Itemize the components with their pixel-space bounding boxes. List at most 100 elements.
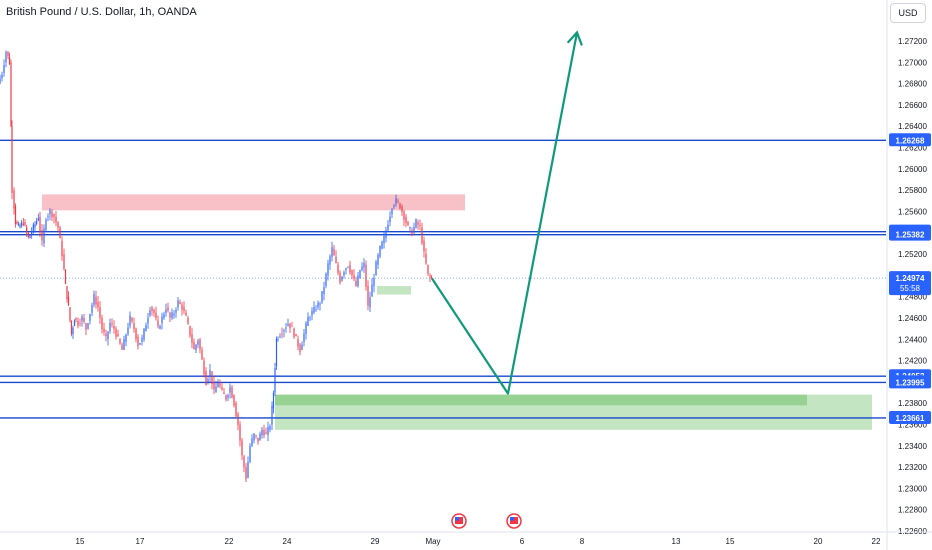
candle-body [401,206,403,213]
candle-body [405,216,407,224]
candle-body [59,227,61,239]
candle-body [369,297,371,308]
candle-body [225,395,227,400]
symbol-title: British Pound / U.S. Dollar, 1h, OANDA [6,6,197,18]
level-price-label-bg [889,410,931,424]
candle-body [347,266,349,268]
candle-body [13,190,15,209]
price-tick-label: 1.26400 [898,122,927,131]
candle-body [241,440,243,456]
candle-body [305,323,307,334]
candle-body [393,205,395,207]
candle-body [357,275,359,286]
candle-body [169,312,171,318]
candle-body [213,381,215,390]
candle-body [187,317,189,324]
time-tick-label: 22 [225,537,234,546]
price-tick-label: 1.25800 [898,186,927,195]
candle-body [37,218,39,221]
price-tick-label: 1.24600 [898,314,927,323]
zones-layer [42,194,872,430]
candle-body [179,301,181,304]
candle-body [355,280,357,286]
candle-body [227,395,229,398]
candle-body [237,413,239,426]
time-tick-label: 22 [872,537,881,546]
candle-body [79,323,81,325]
candle-body [117,333,119,337]
candle-body [34,223,36,228]
time-tick-label: 24 [283,537,292,546]
candle-body [319,303,321,305]
candle-body [93,294,95,305]
candle-body [161,316,163,324]
candle-body [31,231,33,235]
minor-zone [377,286,411,295]
time-tick-label: 13 [672,537,681,546]
price-tick-label: 1.26200 [898,144,927,153]
candle-body [191,333,193,343]
price-tick-label: 1.25200 [898,250,927,259]
candle-body [5,52,7,63]
candle-body [103,328,105,333]
candle-body [381,241,383,249]
price-tick-label: 1.23000 [898,484,927,493]
candle-body [351,270,353,276]
candle-body [3,64,5,73]
candle-body [155,312,157,319]
candle-body [223,392,225,395]
price-tick-label: 1.22800 [898,506,927,515]
currency-button[interactable]: USD [890,3,926,23]
us-flag-event-icon[interactable] [506,513,522,529]
level-price-label-bg [889,375,931,389]
candle-body [231,387,233,398]
candle-body [419,224,421,226]
candle-body [309,317,311,319]
candle-body [373,277,375,286]
candle-body [387,224,389,231]
events-layer [451,513,522,529]
candle-body [407,222,409,226]
price-tick-label: 1.24800 [898,293,927,302]
candle-body [275,338,278,366]
level-price-label: 1.23661 [896,414,925,423]
time-axis: 15 17 22 24 29 May 6 8 13 15 20 22 [0,531,932,546]
candle-body [323,287,325,294]
candle-body [22,223,24,225]
candle-body [203,360,205,375]
candle-body [403,211,405,220]
candle-body [64,270,67,284]
candle-body [239,424,241,441]
candle-body [115,328,117,337]
us-flag-event-icon[interactable] [451,513,467,529]
candle-body [133,323,135,330]
candle-body [363,262,365,268]
candle-body [201,349,203,360]
candle-body [141,337,143,342]
candle-body [137,336,139,347]
candle-body [159,325,161,329]
price-tick-label: 1.23400 [898,442,927,451]
candle-body [411,230,413,236]
price-tick-label: 1.23200 [898,463,927,472]
price-axis: 1.226001.228001.230001.232001.234001.236… [886,0,927,550]
candle-body [123,338,125,350]
candle-body [287,323,289,326]
candle-body [307,316,309,326]
candle-body [253,433,255,441]
candle-body [249,445,251,462]
countdown-label: 55:58 [900,284,921,293]
candle-body [61,240,63,257]
price-tick-label: 1.27200 [898,37,927,46]
levels-layer [0,139,886,419]
candle-body [99,307,101,319]
candle-body [383,235,385,244]
candle-body [313,306,315,313]
candle-body [207,379,209,382]
candle-body [189,325,191,336]
candle-body [317,302,319,308]
candle-body [131,317,133,322]
candle-body [45,219,47,231]
candle-body [11,126,13,194]
